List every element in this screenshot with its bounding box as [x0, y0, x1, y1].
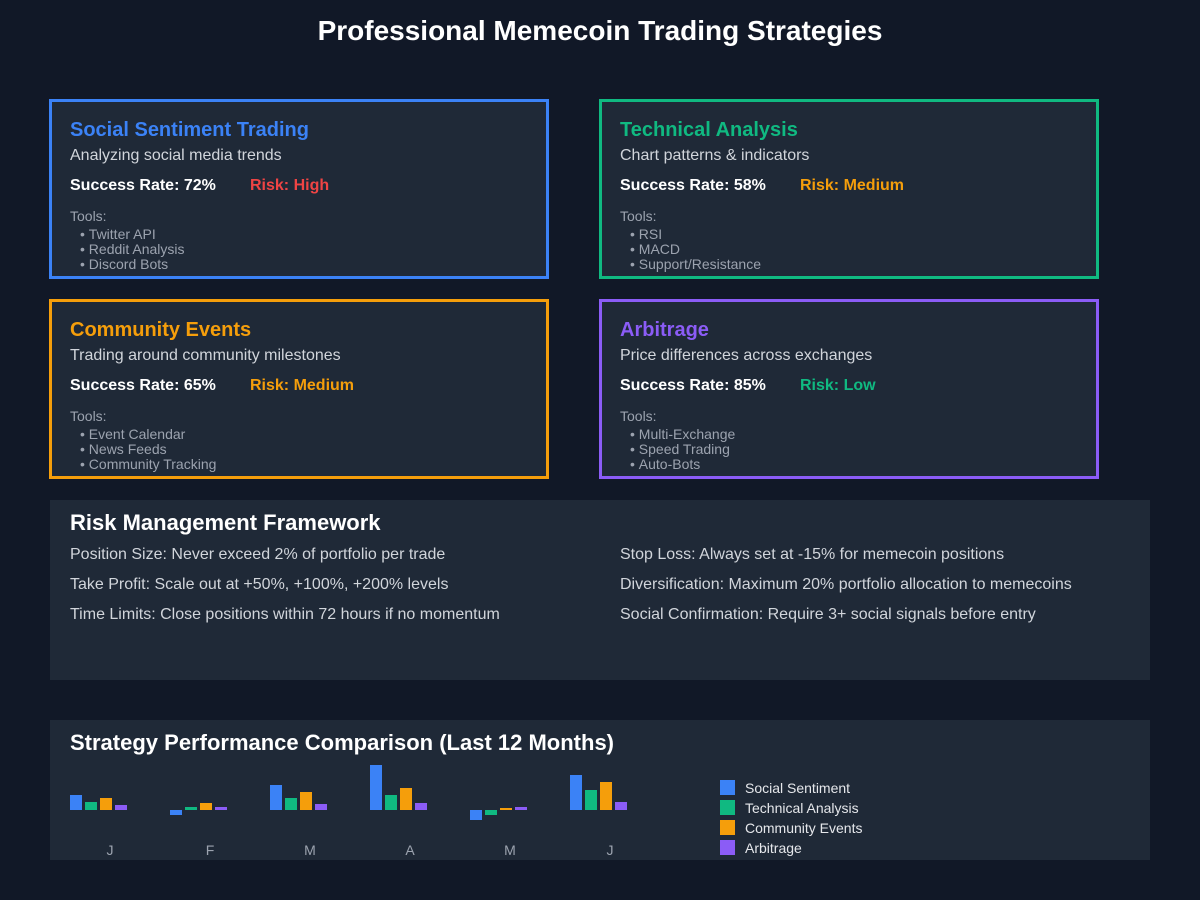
- risk-level: Risk: High: [250, 177, 330, 194]
- strategy-card-community-events: Community Events Trading around communit…: [49, 299, 549, 479]
- bar-arbitrage-1: [215, 807, 227, 810]
- risk-level: Risk: Low: [800, 377, 876, 394]
- tool-item: Speed Trading: [630, 442, 735, 457]
- risk-rule: Take Profit: Scale out at +50%, +100%, +…: [70, 576, 449, 593]
- risk-framework-panel: Risk Management Framework Position Size:…: [50, 500, 1150, 680]
- legend-swatch: [720, 780, 735, 795]
- strategy-description: Price differences across exchanges: [620, 347, 873, 364]
- bar-arbitrage-0: [115, 805, 127, 810]
- bar-social-sentiment-1: [170, 810, 182, 815]
- risk-level: Risk: Medium: [250, 377, 355, 394]
- bar-technical-analysis-5: [585, 790, 597, 810]
- x-tick-label: J: [607, 842, 614, 858]
- x-tick-label: M: [504, 842, 516, 858]
- bar-technical-analysis-2: [285, 798, 297, 810]
- strategy-card-arbitrage: Arbitrage Price differences across excha…: [599, 299, 1099, 479]
- success-rate: Success Rate: 72%: [70, 177, 216, 194]
- risk-rule: Stop Loss: Always set at -15% for memeco…: [620, 546, 1005, 563]
- tool-item: News Feeds: [80, 442, 216, 457]
- bar-technical-analysis-0: [85, 802, 97, 810]
- bar-community-events-2: [300, 792, 312, 810]
- legend-swatch: [720, 800, 735, 815]
- legend-label: Community Events: [745, 820, 863, 836]
- x-tick-label: M: [304, 842, 316, 858]
- bar-technical-analysis-3: [385, 795, 397, 810]
- x-tick-label: F: [206, 842, 215, 858]
- tool-item: Multi-Exchange: [630, 427, 736, 442]
- success-rate: Success Rate: 65%: [70, 377, 216, 394]
- tool-item: MACD: [630, 242, 761, 257]
- strategy-description: Chart patterns & indicators: [620, 147, 810, 164]
- tools-list: RSI MACD Support/Resistance: [630, 227, 761, 272]
- risk-level: Risk: Medium: [800, 177, 905, 194]
- legend-label: Technical Analysis: [745, 800, 859, 816]
- tool-item: Reddit Analysis: [80, 242, 185, 257]
- legend-swatch: [720, 820, 735, 835]
- performance-title: Strategy Performance Comparison (Last 12…: [70, 730, 615, 755]
- strategy-card-social-sentiment: Social Sentiment Trading Analyzing socia…: [49, 99, 549, 279]
- risk-rule: Position Size: Never exceed 2% of portfo…: [70, 546, 446, 563]
- bar-community-events-1: [200, 803, 212, 810]
- tools-list: Multi-Exchange Speed Trading Auto-Bots: [630, 427, 736, 472]
- bar-community-events-5: [600, 782, 612, 810]
- tools-label: Tools:: [620, 208, 657, 224]
- success-rate: Success Rate: 58%: [620, 177, 766, 194]
- bar-arbitrage-3: [415, 803, 427, 810]
- strategy-title: Arbitrage: [620, 319, 709, 341]
- bar-arbitrage-5: [615, 802, 627, 810]
- tool-item: Community Tracking: [80, 457, 217, 472]
- risk-rule: Social Confirmation: Require 3+ social s…: [620, 606, 1036, 623]
- x-tick-label: J: [107, 842, 114, 858]
- tools-label: Tools:: [70, 408, 107, 424]
- bar-social-sentiment-0: [70, 795, 82, 810]
- legend-swatch: [720, 840, 735, 855]
- bar-technical-analysis-1: [185, 807, 197, 810]
- strategy-card-technical-analysis: Technical Analysis Chart patterns & indi…: [599, 99, 1099, 279]
- tool-item: Support/Resistance: [630, 257, 761, 272]
- bar-social-sentiment-4: [470, 810, 482, 820]
- tools-label: Tools:: [620, 408, 657, 424]
- bar-social-sentiment-2: [270, 785, 282, 810]
- tool-item: Twitter API: [80, 227, 185, 242]
- tool-item: Auto-Bots: [630, 457, 735, 472]
- risk-rule: Diversification: Maximum 20% portfolio a…: [620, 576, 1072, 593]
- risk-framework-title: Risk Management Framework: [70, 510, 381, 535]
- bar-community-events-0: [100, 798, 112, 810]
- bar-technical-analysis-4: [485, 810, 497, 815]
- strategy-description: Trading around community milestones: [70, 347, 341, 364]
- risk-rule: Time Limits: Close positions within 72 h…: [70, 606, 500, 623]
- bar-arbitrage-2: [315, 804, 327, 810]
- legend-label: Social Sentiment: [745, 780, 851, 796]
- tools-list: Event Calendar News Feeds Community Trac…: [80, 427, 217, 472]
- strategy-title: Social Sentiment Trading: [70, 119, 309, 141]
- strategy-title: Technical Analysis: [620, 119, 798, 141]
- legend-label: Arbitrage: [745, 840, 802, 856]
- tool-item: Event Calendar: [80, 427, 216, 442]
- strategy-description: Analyzing social media trends: [70, 147, 282, 164]
- page-title: Professional Memecoin Trading Strategies: [317, 15, 883, 46]
- performance-panel: Strategy Performance Comparison (Last 12…: [50, 720, 1150, 860]
- bar-social-sentiment-5: [570, 775, 582, 810]
- bar-social-sentiment-3: [370, 765, 382, 810]
- x-tick-label: A: [405, 842, 415, 858]
- tool-item: RSI: [630, 227, 761, 242]
- bar-community-events-3: [400, 788, 412, 810]
- tools-label: Tools:: [70, 208, 107, 224]
- tools-list: Twitter API Reddit Analysis Discord Bots: [80, 227, 185, 272]
- bar-arbitrage-4: [515, 807, 527, 810]
- tool-item: Discord Bots: [80, 257, 185, 272]
- strategy-title: Community Events: [70, 319, 252, 341]
- bar-community-events-4: [500, 808, 512, 810]
- success-rate: Success Rate: 85%: [620, 377, 766, 394]
